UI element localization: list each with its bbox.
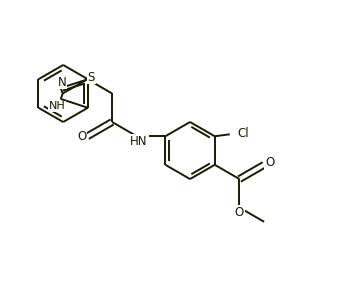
Text: S: S	[88, 71, 95, 84]
Text: Cl: Cl	[237, 127, 249, 140]
Text: O: O	[265, 156, 274, 169]
Text: O: O	[235, 206, 244, 219]
Text: N: N	[58, 75, 67, 89]
Text: HN: HN	[130, 135, 147, 148]
Text: NH: NH	[48, 101, 65, 111]
Text: O: O	[77, 130, 87, 143]
